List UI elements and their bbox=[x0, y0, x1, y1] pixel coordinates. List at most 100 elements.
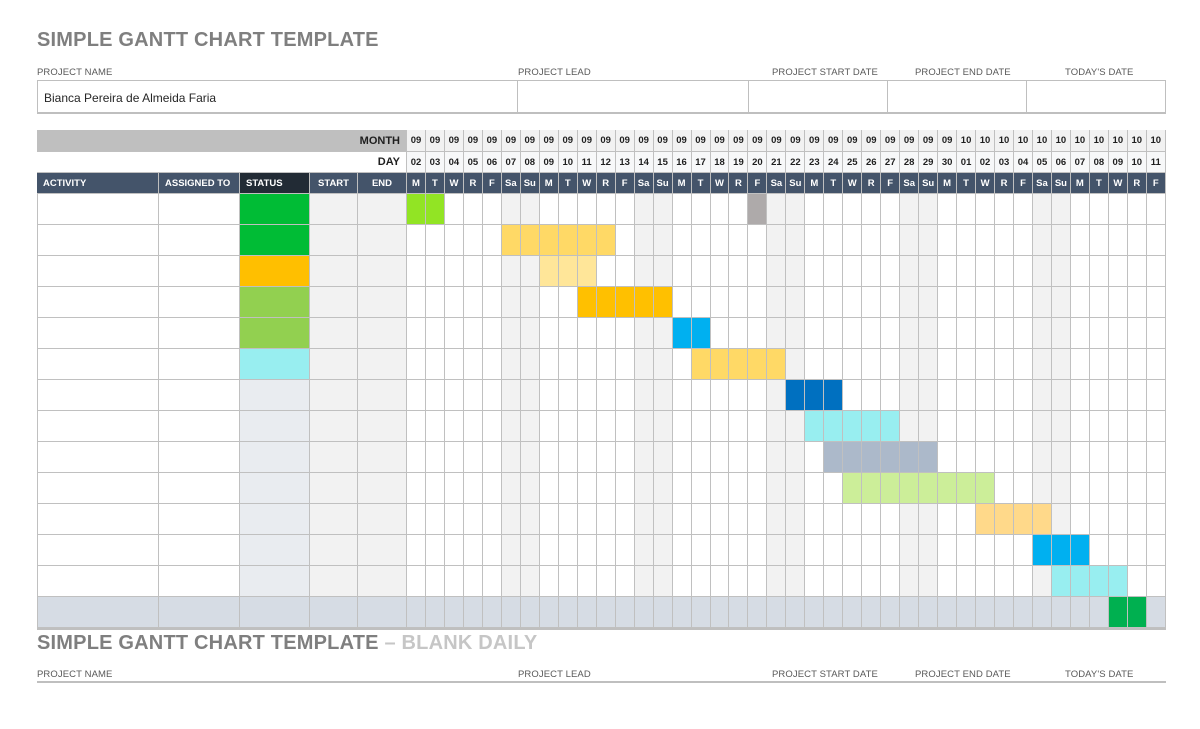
day-grid-cell[interactable] bbox=[824, 566, 844, 597]
day-grid-cell[interactable] bbox=[539, 535, 559, 566]
day-grid-cell[interactable] bbox=[672, 194, 692, 225]
day-grid-cell[interactable] bbox=[444, 566, 464, 597]
day-grid-cell[interactable] bbox=[407, 349, 426, 380]
day-grid-cell[interactable] bbox=[1146, 535, 1166, 566]
day-grid-cell[interactable] bbox=[653, 597, 673, 628]
day-grid-cell[interactable] bbox=[710, 504, 730, 535]
day-grid-cell[interactable] bbox=[1089, 473, 1109, 504]
day-grid-cell[interactable] bbox=[634, 442, 654, 473]
start-date-cell[interactable] bbox=[310, 225, 358, 256]
status-cell[interactable] bbox=[240, 194, 310, 225]
day-grid-cell[interactable] bbox=[748, 256, 768, 287]
day-grid-cell[interactable] bbox=[1108, 535, 1128, 566]
day-grid-cell[interactable] bbox=[1127, 442, 1147, 473]
end-date-cell[interactable] bbox=[358, 194, 407, 225]
day-grid-cell[interactable] bbox=[1051, 287, 1071, 318]
day-grid-cell[interactable] bbox=[577, 442, 597, 473]
day-grid-cell[interactable] bbox=[615, 380, 635, 411]
day-grid-cell[interactable] bbox=[805, 194, 825, 225]
day-grid-cell[interactable] bbox=[900, 535, 920, 566]
assigned-to-cell[interactable] bbox=[159, 256, 240, 287]
day-grid-cell[interactable] bbox=[634, 194, 654, 225]
day-grid-cell[interactable] bbox=[938, 535, 958, 566]
gantt-bar-cell[interactable] bbox=[653, 287, 673, 318]
day-grid-cell[interactable] bbox=[748, 597, 768, 628]
day-grid-cell[interactable] bbox=[767, 318, 787, 349]
day-grid-cell[interactable] bbox=[482, 566, 502, 597]
status-cell[interactable] bbox=[240, 504, 310, 535]
day-grid-cell[interactable] bbox=[539, 194, 559, 225]
day-grid-cell[interactable] bbox=[501, 597, 521, 628]
day-grid-cell[interactable] bbox=[1146, 597, 1166, 628]
day-grid-cell[interactable] bbox=[919, 566, 939, 597]
day-grid-cell[interactable] bbox=[938, 411, 958, 442]
day-grid-cell[interactable] bbox=[786, 287, 806, 318]
day-grid-cell[interactable] bbox=[957, 442, 977, 473]
day-grid-cell[interactable] bbox=[843, 318, 863, 349]
day-grid-cell[interactable] bbox=[995, 380, 1014, 411]
day-grid-cell[interactable] bbox=[672, 473, 692, 504]
day-grid-cell[interactable] bbox=[691, 287, 711, 318]
day-grid-cell[interactable] bbox=[748, 318, 768, 349]
day-grid-cell[interactable] bbox=[786, 442, 806, 473]
day-grid-cell[interactable] bbox=[520, 566, 540, 597]
day-grid-cell[interactable] bbox=[501, 380, 521, 411]
day-grid-cell[interactable] bbox=[767, 225, 787, 256]
day-grid-cell[interactable] bbox=[786, 504, 806, 535]
day-grid-cell[interactable] bbox=[1127, 287, 1147, 318]
gantt-bar-cell[interactable] bbox=[558, 256, 578, 287]
day-grid-cell[interactable] bbox=[729, 411, 749, 442]
day-grid-cell[interactable] bbox=[1108, 380, 1128, 411]
day-grid-cell[interactable] bbox=[634, 566, 654, 597]
day-grid-cell[interactable] bbox=[957, 194, 977, 225]
start-date-cell[interactable] bbox=[310, 256, 358, 287]
day-grid-cell[interactable] bbox=[1146, 349, 1166, 380]
day-grid-cell[interactable] bbox=[957, 287, 977, 318]
day-grid-cell[interactable] bbox=[862, 380, 882, 411]
day-grid-cell[interactable] bbox=[615, 256, 635, 287]
day-grid-cell[interactable] bbox=[1127, 318, 1147, 349]
day-grid-cell[interactable] bbox=[1032, 566, 1052, 597]
gantt-bar-cell[interactable] bbox=[729, 349, 749, 380]
start-date-cell[interactable] bbox=[310, 287, 358, 318]
day-grid-cell[interactable] bbox=[938, 566, 958, 597]
day-grid-cell[interactable] bbox=[444, 442, 464, 473]
day-grid-cell[interactable] bbox=[805, 442, 825, 473]
day-grid-cell[interactable] bbox=[425, 380, 445, 411]
day-grid-cell[interactable] bbox=[482, 287, 502, 318]
gantt-bar-cell[interactable] bbox=[862, 411, 882, 442]
day-grid-cell[interactable] bbox=[615, 504, 635, 535]
end-date-cell[interactable] bbox=[358, 566, 407, 597]
day-grid-cell[interactable] bbox=[520, 504, 540, 535]
day-grid-cell[interactable] bbox=[824, 194, 844, 225]
day-grid-cell[interactable] bbox=[425, 473, 445, 504]
day-grid-cell[interactable] bbox=[938, 442, 958, 473]
gantt-bar-cell[interactable] bbox=[615, 287, 635, 318]
day-grid-cell[interactable] bbox=[710, 194, 730, 225]
gantt-bar-cell[interactable] bbox=[881, 473, 901, 504]
day-grid-cell[interactable] bbox=[919, 380, 939, 411]
day-grid-cell[interactable] bbox=[425, 504, 445, 535]
day-grid-cell[interactable] bbox=[482, 473, 502, 504]
day-grid-cell[interactable] bbox=[463, 504, 483, 535]
day-grid-cell[interactable] bbox=[558, 597, 578, 628]
day-grid-cell[interactable] bbox=[976, 256, 996, 287]
activity-cell[interactable] bbox=[37, 411, 159, 442]
day-grid-cell[interactable] bbox=[691, 442, 711, 473]
day-grid-cell[interactable] bbox=[1051, 504, 1071, 535]
day-grid-cell[interactable] bbox=[1032, 597, 1052, 628]
gantt-bar-cell[interactable] bbox=[634, 287, 654, 318]
gantt-bar-cell[interactable] bbox=[900, 442, 920, 473]
day-grid-cell[interactable] bbox=[501, 318, 521, 349]
day-grid-cell[interactable] bbox=[596, 566, 616, 597]
day-grid-cell[interactable] bbox=[691, 194, 711, 225]
day-grid-cell[interactable] bbox=[539, 349, 559, 380]
day-grid-cell[interactable] bbox=[729, 380, 749, 411]
day-grid-cell[interactable] bbox=[995, 597, 1014, 628]
day-grid-cell[interactable] bbox=[900, 256, 920, 287]
day-grid-cell[interactable] bbox=[748, 566, 768, 597]
day-grid-cell[interactable] bbox=[938, 194, 958, 225]
gantt-bar-cell[interactable] bbox=[672, 318, 692, 349]
day-grid-cell[interactable] bbox=[729, 318, 749, 349]
day-grid-cell[interactable] bbox=[1127, 349, 1147, 380]
